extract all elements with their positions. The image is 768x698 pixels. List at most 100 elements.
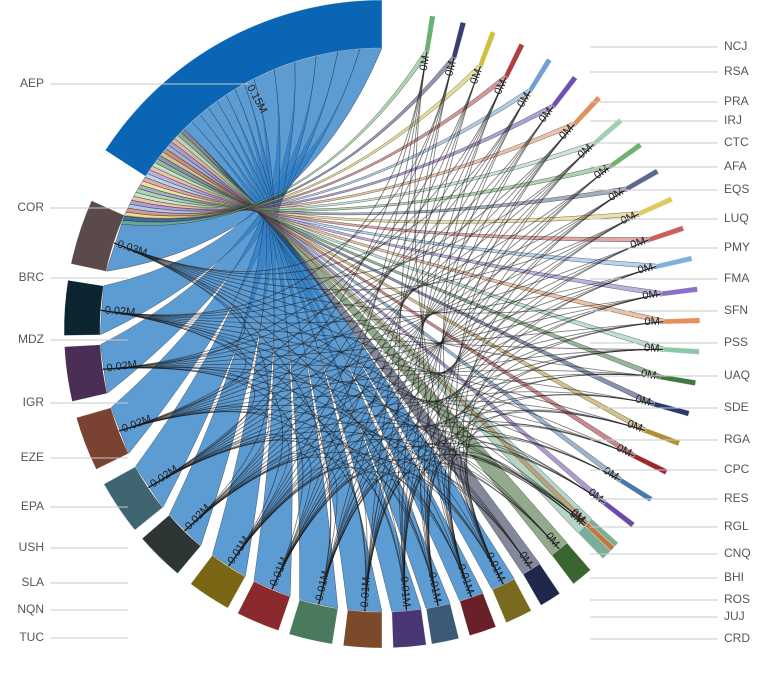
ribbon-cross-8-28 [271,266,657,590]
node-bar-bhi [602,500,636,528]
node-bar-nqn [288,599,339,645]
node-bar-pmy [637,196,674,217]
ribbon-cross-12-32 [426,165,612,607]
axis-label-irj: IRJ [724,113,742,127]
node-bar-sla [237,580,291,632]
value-label-cpc: 0M [634,393,652,409]
ribbon-cross-9-38 [318,65,481,605]
axis-label-aep: AEP [20,76,44,90]
ribbon-cross-11-34 [403,123,575,611]
axis-label-juj: JUJ [724,609,745,623]
axis-label-rgl: RGL [724,519,749,533]
ribbon-cross-7-27 [228,293,662,567]
ribbon-cross-8-34 [271,123,575,590]
node-bar-a3 [459,592,497,637]
node-bar-a5 [522,563,561,606]
ribbon-cross-13-36 [437,90,531,598]
ribbon-cross-4-33 [118,143,595,432]
chord-nodes: 0.15M0.03M0.02M0.02M0.02M0.02M0.02M0.01M… [63,0,701,649]
ribbon-cross-3-38 [102,65,481,370]
axis-label-pmy: PMY [724,240,750,254]
node-bar-pra [527,57,553,92]
ribbon-cross-14-37 [442,76,507,585]
node-bar-rsa [503,42,525,79]
ribbon-cross-5-37 [147,76,507,489]
node-bar-rga [659,374,697,387]
ribbon-cross-5-34 [147,123,575,489]
axis-label-eze: EZE [21,450,44,464]
value-label-sde: 0M [644,342,660,355]
node-bar-afa [591,117,624,147]
ribbon-cross-7-24 [228,373,661,567]
ribbon-cross-2-34 [100,123,575,317]
ribbon-cross-14-34 [456,123,575,585]
value-label-uaq: 0M [644,316,660,328]
node-bar-epa [141,514,202,575]
node-bar-mdz [64,344,108,402]
node-bar-cnq [618,477,653,503]
ribbon-cross-1-33 [113,143,595,280]
ribbon-cross-7-36 [228,90,531,567]
ribbon-cross-5-31 [147,188,627,489]
ribbon-cross-10-36 [364,90,531,612]
node-bar-ncj [477,30,497,68]
axis-label-rga: RGA [724,432,750,446]
value-label-sfn: 0M [637,261,655,276]
axis-label-luq: LUQ [724,211,749,225]
value-label-a2: 0.01M [426,571,444,603]
ribbon-cross-1-21 [113,242,635,457]
axis-label-ncj: NCJ [724,39,747,53]
ribbon-cross-11-37 [402,76,507,611]
axis-label-igr: IGR [23,395,45,409]
value-label-mdz: 0.02M [106,358,138,374]
value-label-tuc: 0.01M [359,577,373,608]
axis-label-ush: USH [19,540,44,554]
axis-label-ctc: CTC [724,135,749,149]
node-bar-a1 [391,608,427,649]
ribbon-cross-9-26 [318,321,664,605]
ribbon-cross-4-30 [118,213,640,432]
value-label-brc: 0.02M [104,305,135,319]
value-label-a1: 0.01M [398,576,413,608]
node-bar-eqs [609,142,643,169]
node-bar-pss [661,286,699,297]
node-bar-b2 [424,15,436,53]
node-bar-crd [551,542,592,585]
node-bar-tuc [342,609,383,649]
axis-label-fma: FMA [724,271,749,285]
ribbon-cross-4-39 [118,57,455,432]
value-label-b1: 0M [443,60,459,78]
ribbon-cross-7-33 [228,143,595,567]
ribbon-cross-3-29 [102,239,650,370]
ribbon-cross-5-22 [147,400,646,489]
ribbon-cross-5-25 [147,348,664,489]
ribbon-cross-1-15 [113,242,532,570]
node-bar-irj [550,75,578,108]
node-labels: AEP COR BRC MDZ IGR EZE EPA USH SLA NQN TUC NCJ RSA P… [17,39,750,645]
chord-ribbons [99,47,665,613]
ribbon-cross-13-30 [447,213,640,598]
axis-label-mdz: MDZ [18,332,44,346]
axis-label-uaq: UAQ [724,368,750,382]
ribbon-cross-12-35 [423,105,554,607]
ribbon-cross-8-25 [271,348,664,590]
axis-label-crd: CRD [724,631,750,645]
node-bar-ctc [572,95,602,127]
ribbon-cross-1-18 [113,242,587,525]
node-bar-a2 [425,603,460,645]
ribbon-cross-11-31 [403,188,627,611]
node-bar-b1 [451,21,467,59]
ribbon-cross-4-21 [118,395,635,457]
axis-label-rsa: RSA [724,64,749,78]
value-label-res: 0M [625,418,644,435]
ribbon-cross-7-39 [228,57,455,567]
ribbon-cross-9-35 [318,105,554,605]
axis-label-eqs: EQS [724,182,749,196]
axis-label-cnq: CNQ [724,546,751,560]
node-bar-a4 [491,578,532,624]
node-bar-brc [63,279,104,336]
ribbon-cross-2-19 [100,309,605,504]
value-label-b2: 0M [418,55,432,72]
axis-label-sde: SDE [724,400,749,414]
axis-label-epa: EPA [21,499,44,513]
